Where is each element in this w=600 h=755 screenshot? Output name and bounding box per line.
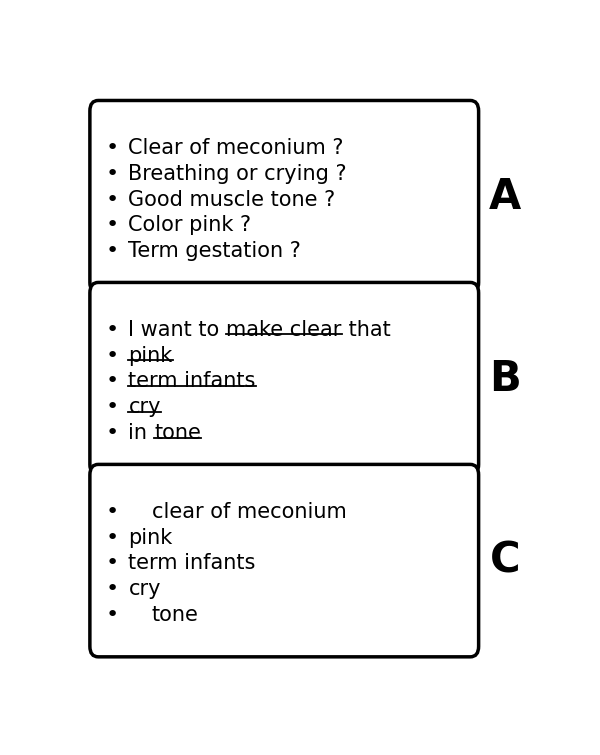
Text: tone: tone [152,605,199,625]
Text: •: • [106,502,119,522]
Text: •: • [106,397,119,418]
Text: •: • [106,320,119,340]
Text: tone: tone [154,423,201,443]
Text: •: • [106,528,119,547]
FancyBboxPatch shape [90,282,479,475]
Text: cry: cry [128,397,161,418]
Text: •: • [106,215,119,236]
Text: •: • [106,579,119,599]
Text: clear of meconium: clear of meconium [152,502,346,522]
Text: Breathing or crying ?: Breathing or crying ? [128,164,347,183]
Text: Term gestation ?: Term gestation ? [128,241,301,261]
Text: B: B [489,358,521,399]
Text: •: • [106,190,119,209]
FancyBboxPatch shape [90,100,479,293]
Text: pink: pink [128,528,173,547]
Text: term infants: term infants [128,553,256,574]
Text: Clear of meconium ?: Clear of meconium ? [128,138,344,158]
Text: •: • [106,423,119,443]
Text: in: in [128,423,154,443]
Text: •: • [106,164,119,183]
Text: •: • [106,605,119,625]
Text: pink: pink [128,346,173,365]
Text: •: • [106,241,119,261]
FancyBboxPatch shape [90,464,479,657]
Text: make clear: make clear [226,320,342,340]
Text: •: • [106,346,119,365]
Text: C: C [490,540,520,581]
Text: cry: cry [128,579,161,599]
Text: Color pink ?: Color pink ? [128,215,251,236]
Text: that: that [342,320,391,340]
Text: •: • [106,138,119,158]
Text: •: • [106,371,119,392]
Text: •: • [106,553,119,574]
Text: I want to: I want to [128,320,226,340]
Text: term infants: term infants [128,371,256,392]
Text: A: A [489,176,521,217]
Text: Good muscle tone ?: Good muscle tone ? [128,190,336,209]
